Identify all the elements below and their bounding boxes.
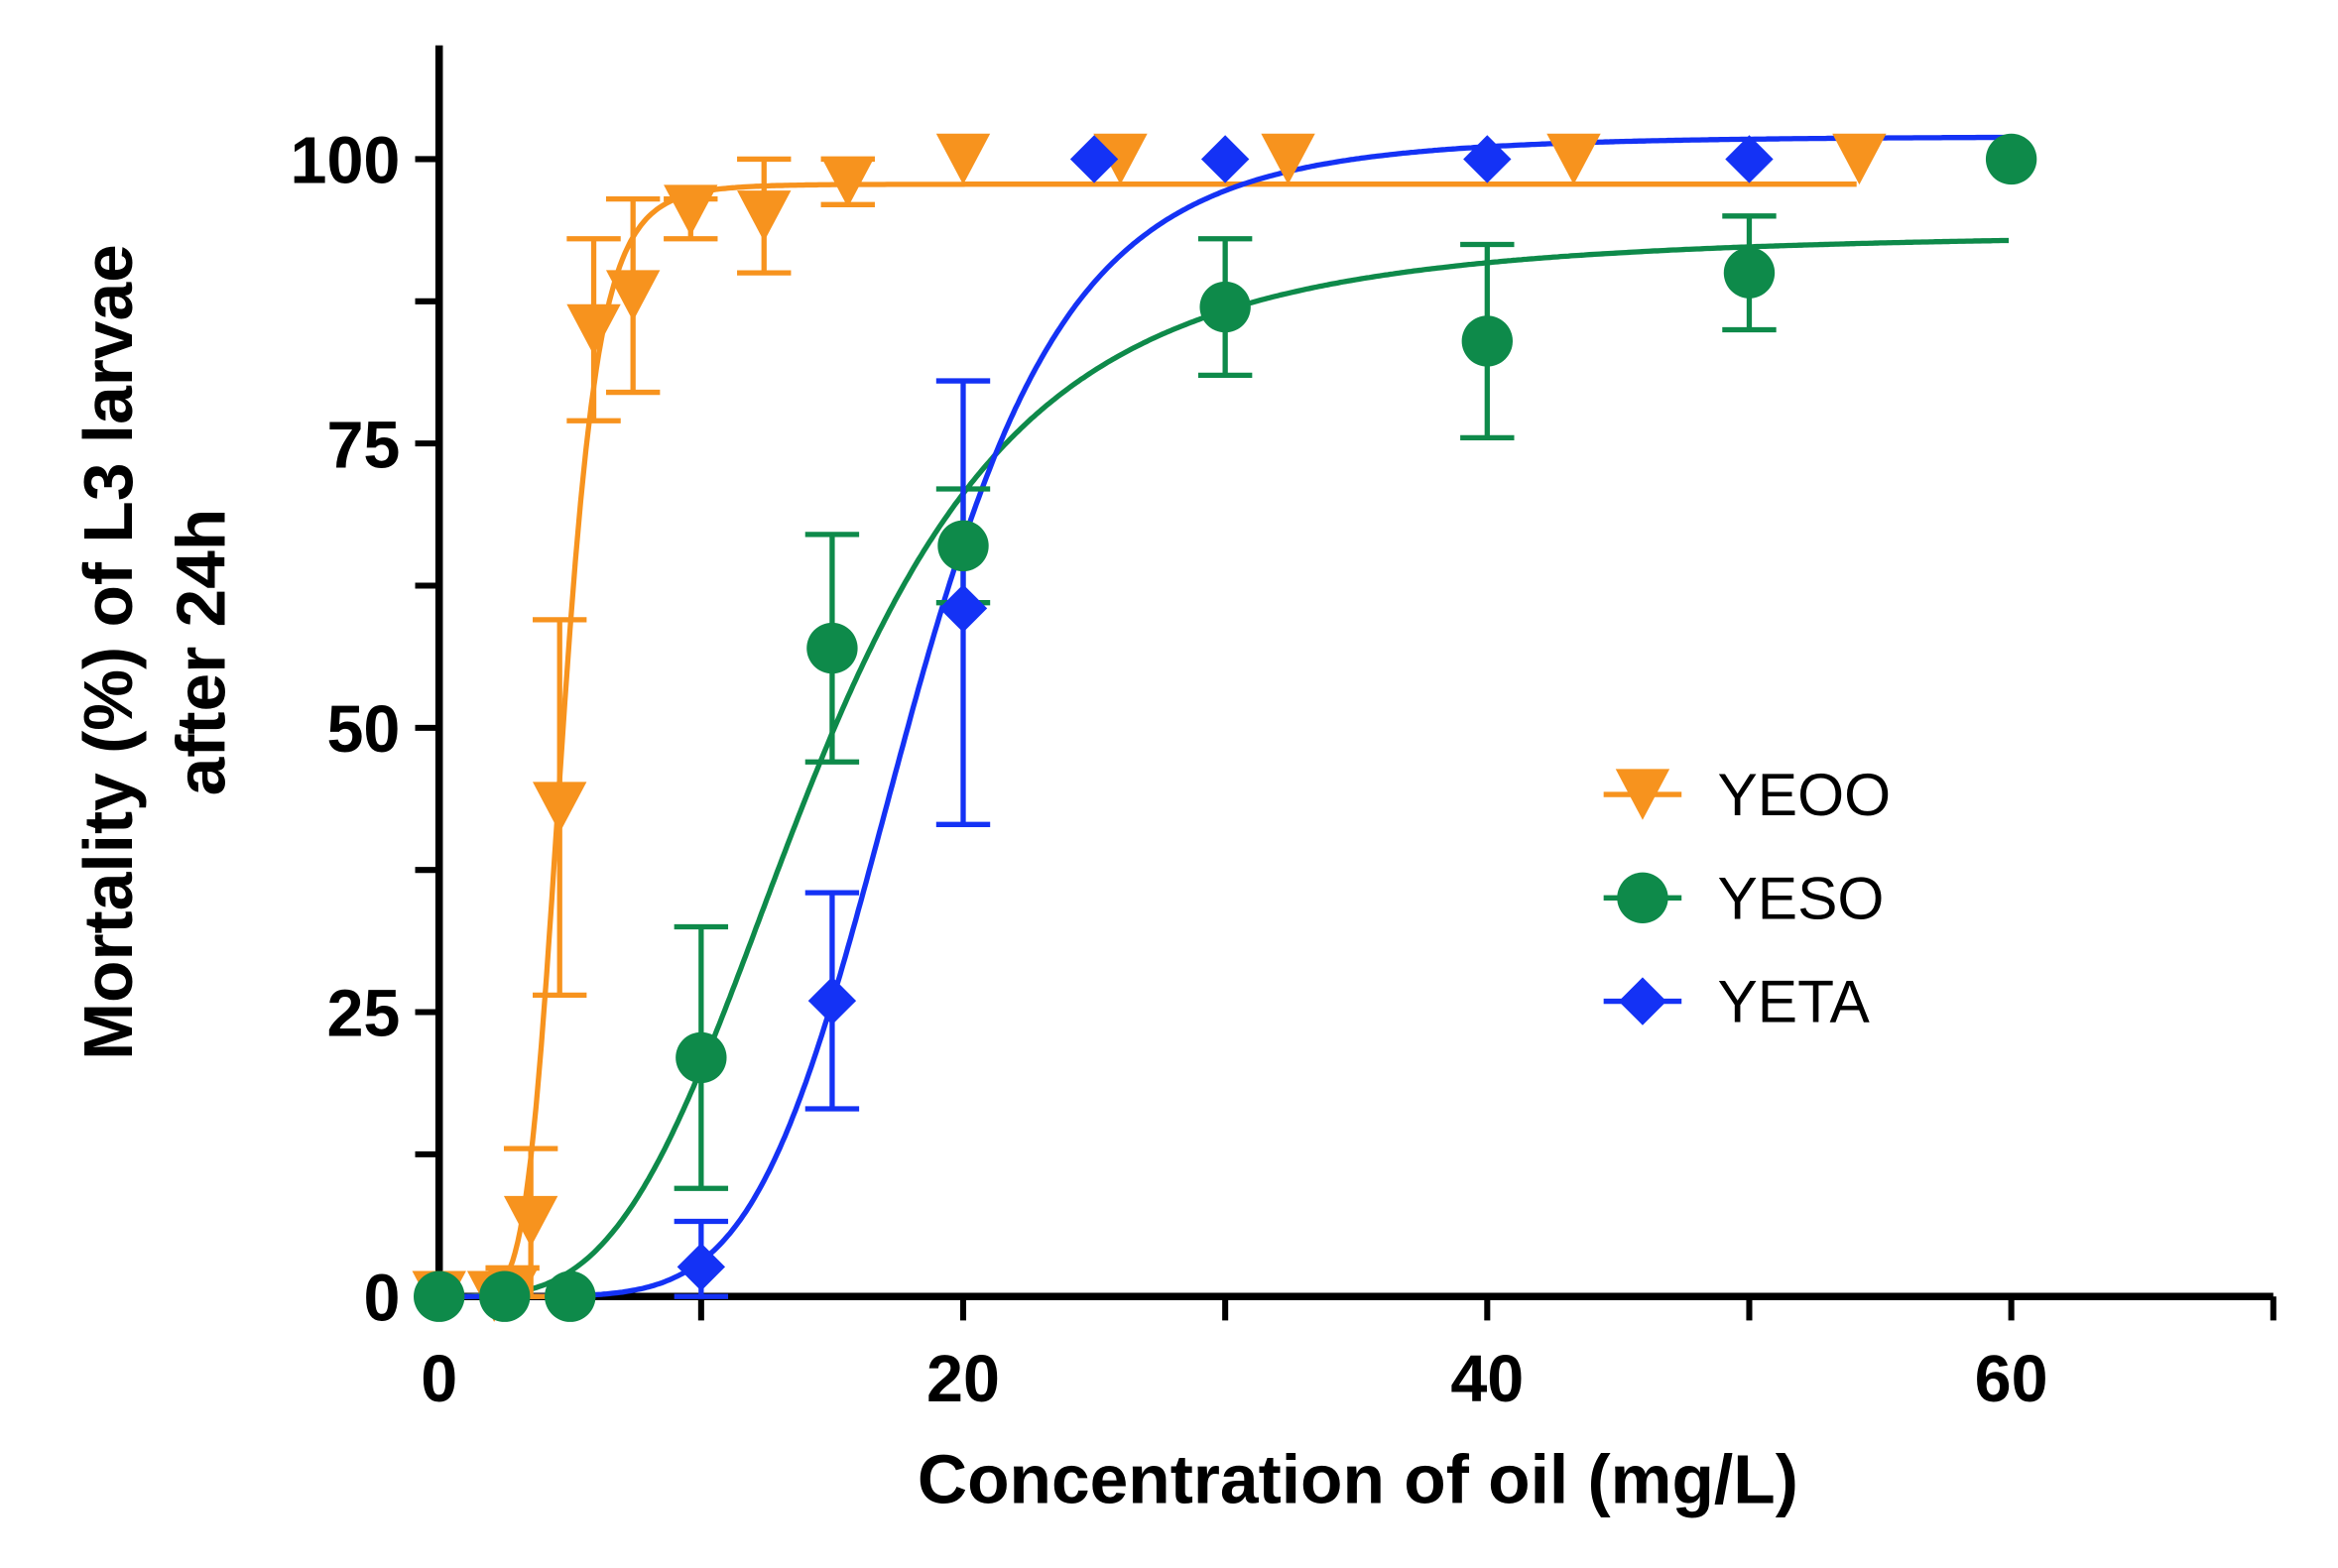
data-point-yeta bbox=[1725, 135, 1774, 183]
x-tick-label: 40 bbox=[1450, 1343, 1524, 1416]
data-point-yeso bbox=[1199, 281, 1251, 333]
data-point-yeoo bbox=[566, 303, 621, 356]
data-point-yeta bbox=[1200, 135, 1250, 183]
data-point-yeso bbox=[1723, 247, 1776, 299]
data-point-yeta bbox=[807, 976, 857, 1025]
fit-curve-yeoo bbox=[438, 181, 1857, 1299]
error-bars bbox=[485, 156, 1777, 1299]
data-point-yeoo bbox=[737, 190, 792, 242]
data-point-yeoo bbox=[503, 1195, 558, 1248]
data-point-yeoo bbox=[605, 270, 661, 321]
data-point-yeso bbox=[414, 1270, 465, 1322]
data-point-yeoo bbox=[1093, 133, 1148, 185]
y-tick-label: 25 bbox=[326, 978, 400, 1051]
data-point-yeoo bbox=[664, 184, 718, 236]
y-axis-label-line1: Mortality (%) of L3 larvae bbox=[69, 244, 147, 1060]
legend-marker-yeta bbox=[1618, 977, 1667, 1025]
y-tick-label: 100 bbox=[291, 125, 401, 198]
legend-label: YESO bbox=[1717, 864, 1884, 931]
data-point-yeso bbox=[545, 1270, 596, 1322]
data-point-yeso bbox=[937, 520, 989, 572]
legend-label: YEOO bbox=[1717, 761, 1891, 828]
y-axis-label-line2: after 24h bbox=[163, 509, 240, 796]
y-tick-label: 50 bbox=[326, 693, 400, 767]
data-points bbox=[412, 133, 2037, 1322]
data-point-yeoo bbox=[533, 782, 587, 833]
x-tick-label: 0 bbox=[421, 1343, 457, 1416]
data-point-yeoo bbox=[820, 156, 875, 208]
data-point-yeta bbox=[1463, 135, 1512, 183]
legend-marker-yeso bbox=[1617, 872, 1668, 924]
data-point-yeso bbox=[479, 1270, 531, 1322]
y-tick-label: 0 bbox=[363, 1262, 400, 1335]
x-tick-label: 60 bbox=[1975, 1343, 2048, 1416]
y-tick-label: 75 bbox=[326, 409, 400, 482]
data-point-yeoo bbox=[1546, 133, 1601, 185]
data-point-yeso bbox=[1985, 133, 2037, 185]
legend-label: YETA bbox=[1717, 968, 1870, 1035]
data-point-yeso bbox=[806, 622, 858, 674]
data-point-yeso bbox=[676, 1031, 727, 1084]
legend-marker-yeoo bbox=[1615, 769, 1670, 820]
x-tick-label: 20 bbox=[926, 1343, 1000, 1416]
data-point-yeso bbox=[1461, 315, 1513, 367]
axes: 0 25 50 75 100 0 20 40 60 bbox=[291, 45, 2276, 1416]
data-point-yeoo bbox=[1832, 133, 1887, 185]
legend: YEOO YESO YETA bbox=[1603, 761, 1891, 1035]
x-axis-label: Concentration of oil (mg/L) bbox=[918, 1441, 1798, 1518]
data-point-yeoo bbox=[1261, 133, 1315, 185]
data-point-yeoo bbox=[935, 133, 991, 185]
